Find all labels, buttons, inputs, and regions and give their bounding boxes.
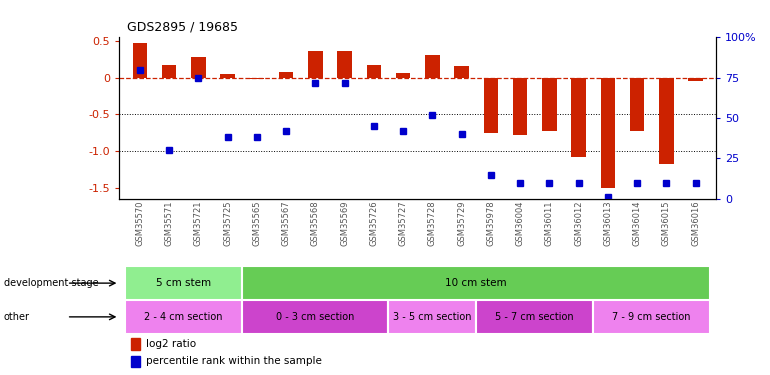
Bar: [593, 300, 710, 334]
Text: GSM36012: GSM36012: [574, 200, 583, 246]
Bar: [131, 356, 140, 367]
Text: 10 cm stem: 10 cm stem: [445, 278, 507, 288]
Bar: [220, 74, 235, 78]
Bar: [389, 300, 476, 334]
Text: GSM36004: GSM36004: [516, 200, 524, 246]
Text: other: other: [4, 312, 30, 322]
Bar: [454, 66, 469, 78]
Bar: [601, 78, 615, 188]
Bar: [249, 78, 264, 79]
Text: GSM35571: GSM35571: [165, 200, 173, 246]
Text: GSM36014: GSM36014: [633, 200, 641, 246]
Text: GSM35567: GSM35567: [282, 200, 290, 246]
Bar: [425, 55, 440, 78]
Bar: [243, 300, 389, 334]
Text: percentile rank within the sample: percentile rank within the sample: [146, 356, 322, 366]
Bar: [243, 266, 710, 300]
Bar: [571, 78, 586, 157]
Text: GSM36011: GSM36011: [545, 200, 554, 246]
Bar: [132, 43, 147, 78]
Text: GSM35728: GSM35728: [428, 200, 437, 246]
Text: 3 - 5 cm section: 3 - 5 cm section: [393, 312, 471, 322]
Text: log2 ratio: log2 ratio: [146, 339, 196, 349]
Bar: [126, 266, 243, 300]
Text: 2 - 4 cm section: 2 - 4 cm section: [145, 312, 223, 322]
Text: 0 - 3 cm section: 0 - 3 cm section: [276, 312, 354, 322]
Bar: [484, 78, 498, 133]
Text: GSM35721: GSM35721: [194, 200, 203, 246]
Bar: [191, 57, 206, 78]
Bar: [396, 73, 410, 78]
Bar: [279, 72, 293, 78]
Bar: [337, 51, 352, 78]
Text: GSM35729: GSM35729: [457, 200, 466, 246]
Bar: [126, 300, 243, 334]
Text: GSM35726: GSM35726: [370, 200, 378, 246]
Text: development stage: development stage: [4, 278, 99, 288]
Text: GDS2895 / 19685: GDS2895 / 19685: [127, 21, 238, 34]
Bar: [308, 51, 323, 78]
Text: GSM35570: GSM35570: [136, 200, 144, 246]
Text: 7 - 9 cm section: 7 - 9 cm section: [612, 312, 691, 322]
Text: GSM35569: GSM35569: [340, 200, 349, 246]
Bar: [630, 78, 644, 130]
Bar: [131, 338, 140, 350]
Bar: [542, 78, 557, 130]
Text: GSM35568: GSM35568: [311, 200, 320, 246]
Bar: [367, 65, 381, 78]
Text: GSM35978: GSM35978: [487, 200, 495, 246]
Text: GSM35727: GSM35727: [399, 200, 407, 246]
Text: GSM36013: GSM36013: [604, 200, 612, 246]
Text: GSM36015: GSM36015: [662, 200, 671, 246]
Text: 5 cm stem: 5 cm stem: [156, 278, 211, 288]
Text: 5 - 7 cm section: 5 - 7 cm section: [495, 312, 574, 322]
Bar: [659, 78, 674, 164]
Text: GSM36016: GSM36016: [691, 200, 700, 246]
Bar: [688, 78, 703, 81]
Bar: [513, 78, 527, 135]
Bar: [476, 300, 593, 334]
Bar: [162, 64, 176, 78]
Text: GSM35565: GSM35565: [253, 200, 261, 246]
Text: GSM35725: GSM35725: [223, 200, 232, 246]
